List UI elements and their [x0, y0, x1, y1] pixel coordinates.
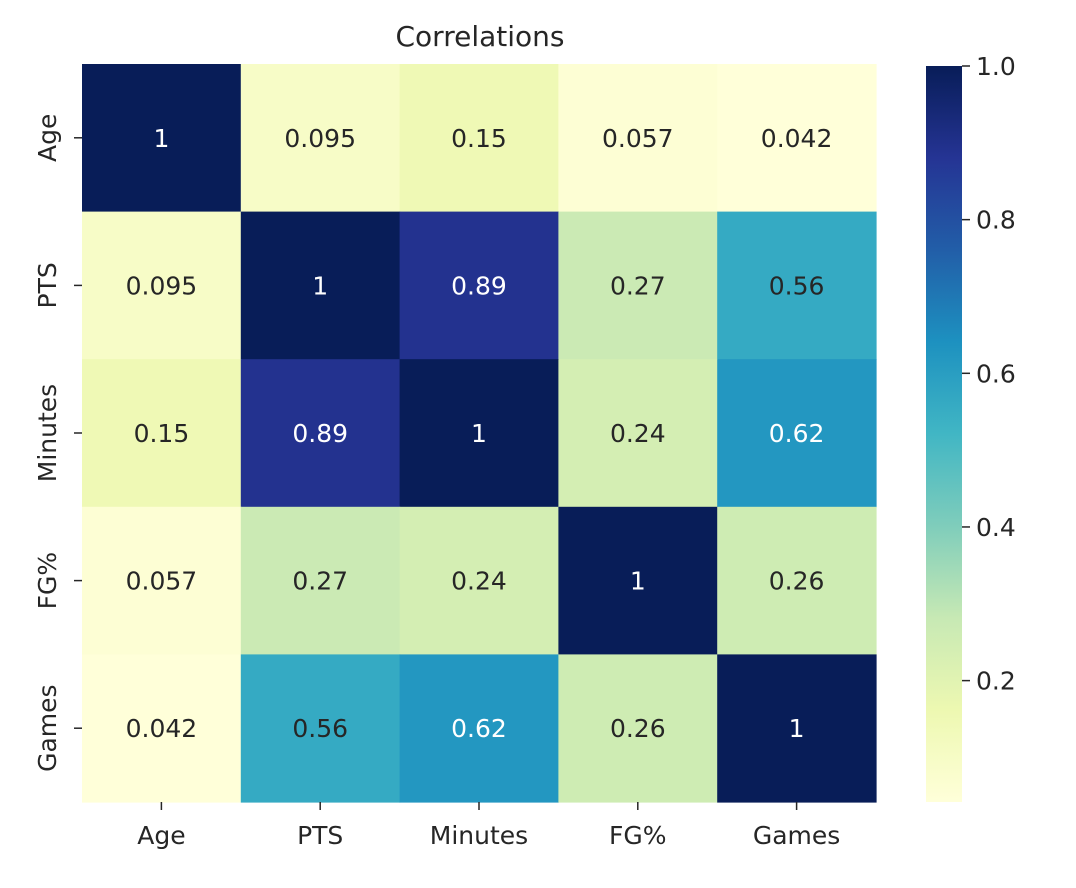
heatmap-cell-3-0 — [82, 506, 242, 655]
heatmap-cell-0-1 — [240, 64, 401, 213]
y-tick-label: Games — [33, 684, 62, 771]
heatmap-cell-3-1 — [240, 506, 401, 655]
cell-annotation: 0.26 — [610, 714, 666, 743]
heatmap-cells — [82, 64, 877, 803]
heatmap-cell-4-2 — [399, 654, 559, 803]
colorbar-tick-label: 0.8 — [976, 206, 1016, 235]
cell-annotation: 0.095 — [284, 124, 356, 153]
cell-annotation: 0.057 — [602, 124, 674, 153]
y-tick-label: FG% — [33, 552, 62, 610]
chart-title: Correlations — [396, 20, 565, 53]
heatmap-cell-1-3 — [558, 211, 718, 360]
y-axis: Age PTS Minutes FG% Games — [33, 114, 82, 772]
cell-annotation: 1 — [630, 567, 646, 596]
cell-annotation: 0.27 — [292, 567, 348, 596]
heatmap-cell-2-3 — [558, 359, 718, 508]
colorbar: 0.2 0.4 0.6 0.8 1.0 — [926, 52, 1016, 802]
heatmap-cell-2-1 — [240, 359, 401, 508]
cell-annotation: 1 — [471, 419, 487, 448]
heatmap-cell-2-0 — [82, 359, 242, 508]
colorbar-tick-label: 0.4 — [976, 513, 1016, 542]
x-tick-label: Games — [753, 821, 840, 850]
cell-annotation: 0.89 — [451, 271, 507, 300]
heatmap-cell-4-3 — [558, 654, 718, 803]
x-tick-label: PTS — [297, 821, 343, 850]
cell-annotation: 0.095 — [126, 271, 198, 300]
heatmap-cell-3-4 — [717, 506, 877, 655]
cell-annotation: 1 — [153, 124, 169, 153]
cell-annotation: 0.057 — [126, 567, 198, 596]
heatmap-cell-1-4 — [717, 211, 877, 360]
heatmap-cell-0-2 — [399, 64, 559, 213]
heatmap-cell-3-3 — [558, 506, 718, 655]
x-tick-label: Age — [137, 821, 185, 850]
x-tick-label: FG% — [609, 821, 667, 850]
heatmap-cell-3-2 — [399, 506, 559, 655]
cell-annotation: 0.15 — [134, 419, 190, 448]
colorbar-tick-label: 0.6 — [976, 359, 1016, 388]
cell-annotation: 0.24 — [451, 567, 507, 596]
heatmap-cell-4-1 — [240, 654, 401, 803]
colorbar-tick-label: 1.0 — [976, 52, 1016, 81]
heatmap-cell-0-3 — [558, 64, 718, 213]
cell-annotation: 0.042 — [761, 124, 833, 153]
cell-annotation: 1 — [789, 714, 805, 743]
x-tick-label: Minutes — [430, 821, 528, 850]
colorbar-tick-label: 0.2 — [976, 667, 1016, 696]
cell-annotation: 0.56 — [292, 714, 348, 743]
cell-annotation: 0.26 — [769, 567, 825, 596]
heatmap-cell-1-2 — [399, 211, 559, 360]
heatmap-cell-0-0 — [82, 64, 242, 213]
cell-annotation: 0.042 — [126, 714, 198, 743]
heatmap-cell-2-4 — [717, 359, 877, 508]
heatmap-cell-2-2 — [399, 359, 559, 508]
heatmap-cell-1-1 — [240, 211, 401, 360]
heatmap-cell-4-4 — [717, 654, 877, 803]
cell-annotation: 1 — [312, 271, 328, 300]
cell-annotation: 0.24 — [610, 419, 666, 448]
cell-annotations: 1 0.095 0.15 0.057 0.042 0.095 1 0.89 0.27 0.56 0.… — [126, 124, 833, 743]
y-tick-label: Minutes — [33, 384, 62, 482]
heatmap-cell-4-0 — [82, 654, 242, 803]
cell-annotation: 0.62 — [451, 714, 507, 743]
y-tick-label: PTS — [33, 262, 62, 308]
cell-annotation: 0.62 — [769, 419, 825, 448]
cell-annotation: 0.89 — [292, 419, 348, 448]
heatmap-cell-0-4 — [717, 64, 877, 213]
colorbar-gradient — [926, 66, 962, 802]
y-tick-label: Age — [33, 114, 62, 162]
cell-annotation: 0.56 — [769, 271, 825, 300]
heatmap-cell-1-0 — [82, 211, 242, 360]
cell-annotation: 0.15 — [451, 124, 507, 153]
cell-annotation: 0.27 — [610, 271, 666, 300]
x-axis: Age PTS Minutes FG% Games — [137, 802, 840, 850]
